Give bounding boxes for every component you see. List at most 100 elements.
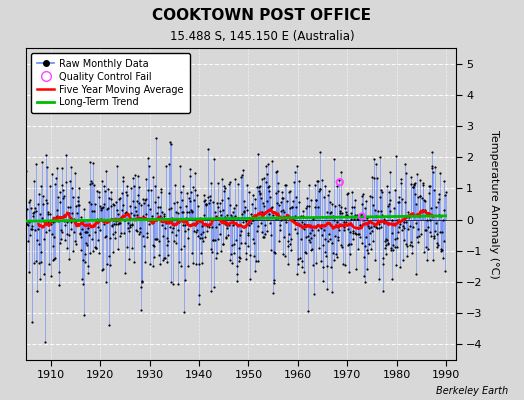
Point — [334, 234, 342, 240]
Point — [208, 249, 216, 255]
Point — [303, 202, 311, 209]
Point — [422, 244, 430, 250]
Point — [47, 221, 55, 227]
Point — [53, 206, 62, 213]
Point — [26, 196, 34, 203]
Point — [354, 231, 362, 238]
Point — [397, 180, 406, 186]
Point — [200, 198, 209, 204]
Point — [102, 278, 110, 285]
Point — [420, 207, 429, 213]
Point — [163, 259, 171, 265]
Point — [81, 229, 89, 236]
Point — [182, 203, 190, 210]
Point — [171, 182, 179, 188]
Point — [310, 291, 319, 298]
Point — [101, 234, 109, 240]
Point — [165, 206, 173, 213]
Point — [431, 164, 439, 170]
Point — [242, 250, 250, 256]
Point — [381, 244, 389, 251]
Point — [160, 255, 168, 262]
Point — [187, 189, 195, 196]
Point — [363, 246, 371, 253]
Point — [179, 209, 187, 215]
Point — [285, 189, 293, 196]
Point — [436, 245, 445, 252]
Point — [318, 177, 326, 184]
Point — [373, 174, 381, 181]
Point — [249, 217, 258, 224]
Point — [406, 223, 414, 229]
Point — [340, 227, 348, 234]
Point — [312, 197, 321, 204]
Text: Berkeley Earth: Berkeley Earth — [436, 386, 508, 396]
Point — [188, 250, 196, 256]
Point — [358, 201, 366, 208]
Point — [61, 236, 69, 243]
Point — [424, 224, 432, 230]
Point — [59, 193, 68, 199]
Point — [149, 263, 158, 269]
Point — [407, 180, 415, 187]
Point — [46, 219, 54, 225]
Point — [397, 176, 405, 182]
Point — [147, 216, 155, 222]
Point — [42, 228, 50, 235]
Point — [59, 187, 67, 193]
Point — [206, 179, 215, 186]
Point — [423, 211, 432, 217]
Point — [215, 216, 223, 222]
Point — [303, 233, 312, 239]
Point — [156, 261, 165, 268]
Point — [144, 155, 152, 162]
Point — [246, 217, 255, 224]
Point — [393, 244, 401, 250]
Point — [223, 222, 231, 228]
Point — [237, 240, 246, 246]
Point — [57, 236, 66, 242]
Point — [30, 260, 38, 266]
Point — [299, 213, 308, 220]
Point — [210, 155, 218, 162]
Point — [180, 276, 189, 283]
Point — [71, 238, 79, 244]
Point — [136, 228, 145, 235]
Point — [438, 248, 446, 254]
Point — [63, 244, 72, 251]
Point — [76, 230, 84, 236]
Point — [63, 211, 72, 218]
Point — [219, 207, 227, 213]
Point — [425, 183, 433, 189]
Point — [41, 152, 50, 159]
Point — [214, 204, 222, 210]
Point — [209, 237, 217, 243]
Point — [201, 196, 209, 203]
Point — [137, 306, 146, 313]
Point — [393, 235, 401, 242]
Point — [159, 213, 168, 219]
Point — [290, 179, 298, 185]
Point — [435, 170, 444, 176]
Point — [282, 214, 291, 220]
Point — [156, 213, 164, 220]
Point — [45, 226, 53, 233]
Point — [282, 218, 290, 225]
Point — [296, 221, 304, 227]
Point — [278, 188, 287, 195]
Point — [398, 226, 407, 233]
Point — [441, 188, 450, 195]
Point — [71, 170, 79, 176]
Point — [52, 214, 60, 220]
Point — [341, 204, 350, 211]
Point — [100, 183, 108, 190]
Point — [141, 196, 150, 203]
Point — [328, 288, 336, 295]
Point — [319, 278, 328, 284]
Point — [433, 240, 441, 247]
Point — [241, 240, 249, 246]
Point — [357, 240, 366, 246]
Point — [395, 194, 403, 200]
Point — [428, 163, 436, 169]
Point — [395, 224, 403, 230]
